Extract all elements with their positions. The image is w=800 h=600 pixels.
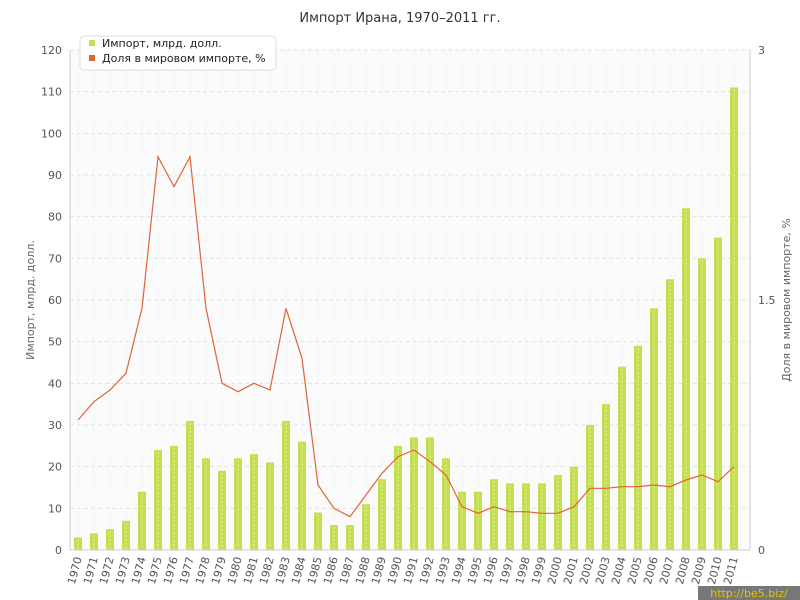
y-axis-left-ticks: 0 10 20 30 40 50 60 70 80 90 100 110 120 xyxy=(41,44,62,557)
y-tick-label-left: 60 xyxy=(48,294,62,307)
legend-label-import: Импорт, млрд. долл. xyxy=(102,37,222,50)
watermark-text: http://be5.biz/ xyxy=(710,587,788,600)
watermark: http://be5.biz/ xyxy=(698,586,800,600)
bar-import-2006 xyxy=(650,308,658,550)
legend-swatch-import xyxy=(89,40,95,46)
bar-import-1976 xyxy=(170,445,178,550)
bar-import-1971 xyxy=(90,533,98,550)
y-tick-label-left: 80 xyxy=(48,211,62,224)
bar-import-1998 xyxy=(522,483,530,550)
y-tick-label-left: 50 xyxy=(48,336,62,349)
y-tick-label-left: 90 xyxy=(48,169,62,182)
bar-import-1999 xyxy=(538,483,546,550)
bar-import-1983 xyxy=(282,420,290,550)
x-axis-ticks: 1970197119721973197419751976197719781979… xyxy=(65,555,741,585)
bar-import-1991 xyxy=(410,437,418,550)
y-tick-label-left: 120 xyxy=(41,44,62,57)
y-axis-right-ticks: 01.53 xyxy=(758,44,776,557)
y-tick-label-left: 110 xyxy=(41,86,62,99)
bar-import-2000 xyxy=(554,475,562,550)
bars-import xyxy=(74,87,738,551)
y-tick-label-right: 0 xyxy=(758,544,765,557)
plot-area xyxy=(69,49,751,551)
bar-import-1997 xyxy=(506,483,514,550)
y-axis-right-label: Доля в мировом импорте, % xyxy=(780,218,793,382)
bar-import-1980 xyxy=(234,458,242,550)
bar-import-2003 xyxy=(602,404,610,550)
legend-label-share: Доля в мировом импорте, % xyxy=(102,52,266,65)
legend-swatch-share xyxy=(89,55,95,61)
bar-import-1977 xyxy=(186,420,194,550)
bar-import-1974 xyxy=(138,491,146,550)
bar-import-2001 xyxy=(570,466,578,550)
legend-box xyxy=(79,35,277,71)
legend: Импорт, млрд. долл. Доля в мировом импор… xyxy=(79,35,277,71)
bar-import-1995 xyxy=(474,491,482,550)
y-tick-label-right: 3 xyxy=(758,44,765,57)
y-tick-label-left: 40 xyxy=(48,377,62,390)
bar-import-1986 xyxy=(330,525,338,550)
y-tick-label-left: 10 xyxy=(48,502,62,515)
y-tick-label-right: 1.5 xyxy=(758,294,776,307)
y-tick-label-left: 0 xyxy=(55,544,62,557)
bar-import-2010 xyxy=(714,237,722,550)
y-axis-left-label: Импорт, млрд. долл. xyxy=(24,240,37,360)
bar-import-2009 xyxy=(698,258,706,550)
y-tick-label-left: 70 xyxy=(48,252,62,265)
y-tick-label-left: 30 xyxy=(48,419,62,432)
chart-title: Импорт Ирана, 1970–2011 гг. xyxy=(299,11,500,26)
bar-import-1990 xyxy=(394,445,402,550)
line-world-share xyxy=(77,154,735,518)
y-tick-label-left: 20 xyxy=(48,461,62,474)
bar-import-1992 xyxy=(426,437,434,550)
bar-import-1978 xyxy=(202,458,210,550)
bar-import-1993 xyxy=(442,458,450,550)
watermark-background xyxy=(698,586,800,600)
bar-import-1987 xyxy=(346,525,354,550)
bar-import-1994 xyxy=(458,491,466,550)
y-tick-label-left: 100 xyxy=(41,127,62,140)
